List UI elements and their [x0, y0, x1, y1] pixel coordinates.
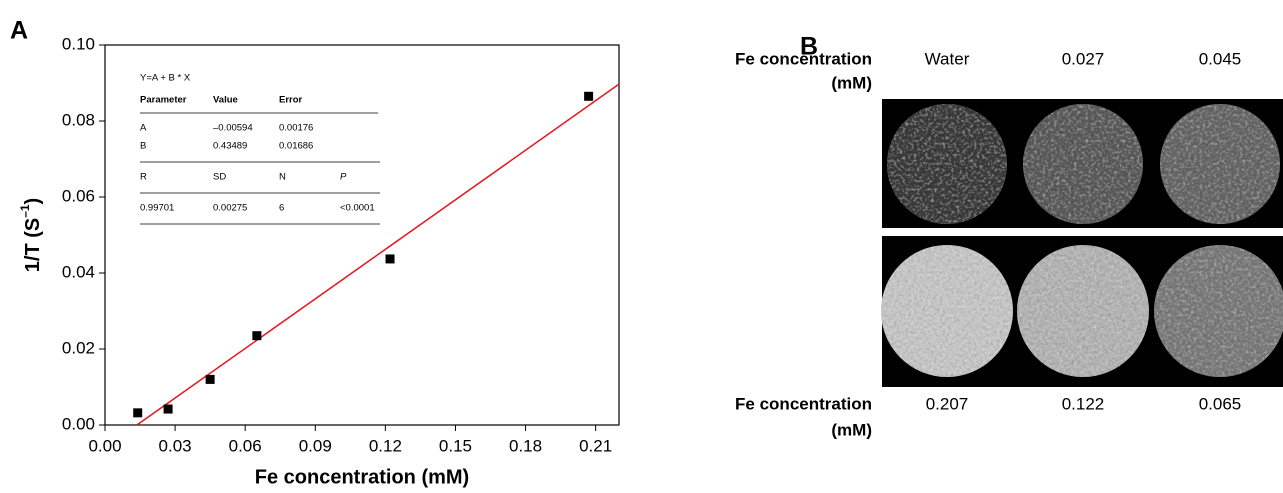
x-axis-title: Fe concentration (mM) [255, 466, 469, 488]
y-tick-label: 0.02 [62, 338, 95, 357]
table-cell: 0.00176 [279, 123, 313, 134]
x-tick-label: 0.03 [159, 436, 192, 455]
table-header: N [279, 172, 286, 183]
table-cell: 6 [279, 203, 284, 214]
mri-sample [1154, 245, 1283, 377]
row-unit: (mM) [831, 420, 872, 439]
table-header: SD [213, 172, 226, 183]
y-axis-title: 1/T (S–1) [18, 198, 44, 272]
panel-label: A [10, 17, 28, 45]
y-title-sup: –1 [18, 204, 32, 218]
table-header: P [340, 172, 347, 183]
y-title-end: ) [22, 198, 44, 205]
data-point [133, 408, 143, 418]
column-label: 0.045 [1199, 49, 1242, 68]
mri-sample [1023, 104, 1143, 224]
data-point [584, 91, 594, 101]
table-header: R [140, 172, 147, 183]
column-label: 0.122 [1062, 394, 1105, 413]
column-label: Water [925, 49, 970, 68]
table-title: Y=A + B * X [140, 73, 191, 84]
table-header: Parameter [140, 95, 187, 106]
x-tick-label: 0.18 [509, 436, 542, 455]
table-header: Error [279, 95, 303, 106]
row-unit: (mM) [831, 73, 872, 92]
y-tick-label: 0.06 [62, 186, 95, 205]
mri-sample [1017, 245, 1149, 377]
table-cell: 0.00275 [213, 203, 247, 214]
table-cell: B [140, 141, 146, 152]
data-point [385, 254, 395, 264]
column-label: 0.065 [1199, 394, 1242, 413]
data-point [252, 331, 262, 341]
x-tick-label: 0.09 [299, 436, 332, 455]
mri-sample [881, 245, 1013, 377]
table-cell: 0.99701 [140, 203, 174, 214]
row-label: Fe concentration [735, 394, 872, 413]
mri-sample [1160, 104, 1280, 224]
table-cell: 0.43489 [213, 141, 247, 152]
row-label: Fe concentration [735, 49, 872, 68]
column-label: 0.207 [926, 394, 969, 413]
panel-label: B [800, 33, 818, 61]
plot-frame [104, 44, 620, 426]
x-tick-label: 0.21 [579, 436, 612, 455]
y-title-text: 1/T (S [22, 218, 44, 272]
column-label: 0.027 [1062, 49, 1105, 68]
table-cell: 0.01686 [279, 141, 313, 152]
fit-line [136, 83, 620, 426]
x-tick-label: 0.00 [88, 436, 121, 455]
table-header: Value [213, 95, 238, 106]
mri-sample [887, 104, 1007, 224]
y-tick-label: 0.04 [62, 262, 95, 281]
data-point [163, 404, 173, 414]
data-point [205, 374, 215, 384]
x-tick-label: 0.15 [439, 436, 472, 455]
table-cell: A [140, 123, 147, 134]
x-tick-label: 0.12 [369, 436, 402, 455]
x-tick-label: 0.06 [229, 436, 262, 455]
table-cell: –0.00594 [213, 123, 253, 134]
table-cell: <0.0001 [340, 203, 375, 214]
y-tick-label: 0.00 [62, 414, 95, 433]
y-tick-label: 0.08 [62, 110, 95, 129]
y-tick-label: 0.10 [62, 34, 95, 53]
